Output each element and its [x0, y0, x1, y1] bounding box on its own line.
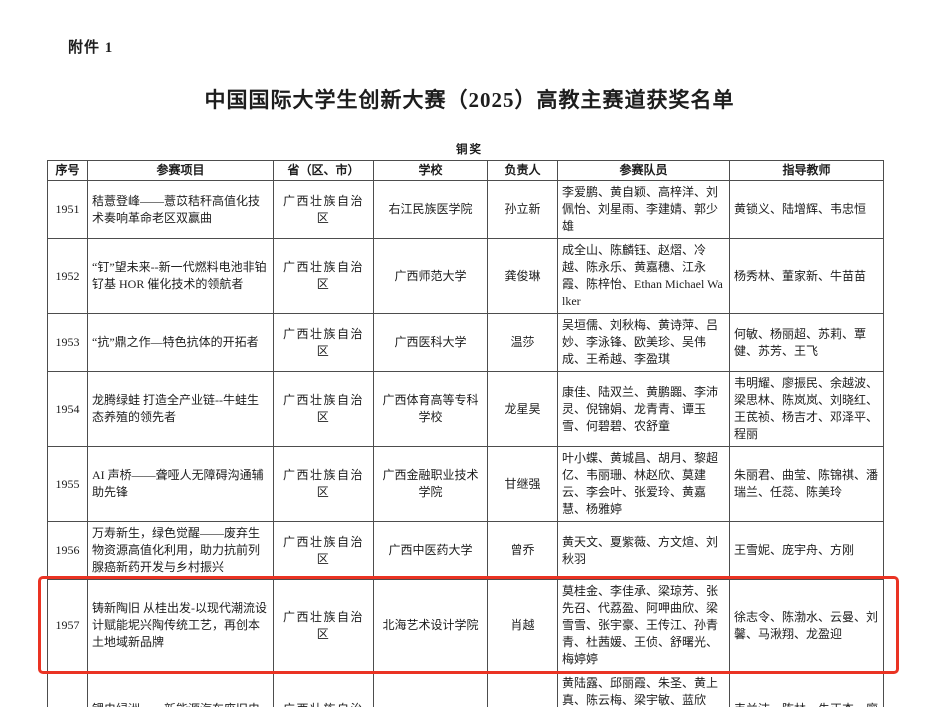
header-advisors: 指导教师: [729, 160, 884, 181]
row-team-members: 莫桂金、李佳承、梁琼芳、张先召、代荔盈、阿呷曲欣、梁雪雪、张宇豪、王传江、孙青青…: [557, 579, 730, 672]
row-school: 北海艺术设计学院: [373, 579, 488, 672]
row-leader: 龚俊琳: [487, 238, 558, 314]
row-advisors: 王雪妮、庞宇舟、方刚: [729, 521, 884, 580]
row-team-members: 李爱鹏、黄自颖、高梓洋、刘佩怡、刘星雨、李建婧、郭少雄: [557, 180, 730, 239]
row-team-members: 叶小蝶、黄城昌、胡月、黎超亿、韦丽珊、林赵欣、莫建云、李会叶、张爱玲、黄嘉慧、杨…: [557, 446, 730, 522]
row-province: 广西壮族自治区: [273, 671, 374, 707]
row-province: 广西壮族自治区: [273, 579, 374, 672]
table-row: 1953 “抗”鼎之作—特色抗体的开拓者 广西壮族自治区 广西医科大学 温莎 吴垣儒、刘秋…: [47, 313, 884, 372]
row-project-name: “抗”鼎之作—特色抗体的开拓者: [87, 313, 274, 372]
row-serial-number: 1955: [47, 446, 88, 522]
row-project-name: AI 声桥——聋哑人无障碍沟通辅助先锋: [87, 446, 274, 522]
row-leader: 肖越: [487, 579, 558, 672]
row-leader: 温莎: [487, 313, 558, 372]
row-province: 广西壮族自治区: [273, 238, 374, 314]
row-province: 广西壮族自治区: [273, 313, 374, 372]
row-leader: 管捷: [487, 671, 558, 707]
row-school: 广西师范大学: [373, 238, 488, 314]
row-leader: 孙立新: [487, 180, 558, 239]
row-province: 广西壮族自治区: [273, 521, 374, 580]
table-row: 1956 万寿新生，绿色觉醒——废弃生物资源高值化利用，助力抗前列腺癌新药开发与乡…: [47, 521, 884, 580]
row-project-name: “钉”望未来--新一代燃料电池非铂钌基 HOR 催化技术的领航者: [87, 238, 274, 314]
row-serial-number: 1958: [47, 671, 88, 707]
page-title: 中国国际大学生创新大赛（2025）高教主赛道获奖名单: [204, 88, 735, 112]
header-team-members: 参赛队员: [557, 160, 730, 181]
table-row: 1958锂电绿洲——新能源汽车废旧电池高效分解及资源再生生态系统广西壮族自治区百…: [47, 671, 884, 707]
row-team-members: 黄天文、夏紫薇、方文煊、刘秋羽: [557, 521, 730, 580]
row-team-members: 成全山、陈麟钰、赵熠、冷越、陈永乐、黄嘉穗、江永霞、陈梓怡、Ethan Mich…: [557, 238, 730, 314]
row-advisors: 韦明耀、廖振民、余越波、梁思林、陈岚岚、刘晓红、王茋祯、杨吉才、邓泽平、程丽: [729, 371, 884, 447]
table-row: 1951 秸薏登峰——薏苡秸秆高值化技术奏响革命老区双赢曲 广西壮族自治区 右江民族医…: [47, 180, 884, 239]
row-school: 右江民族医学院: [373, 180, 488, 239]
award-level-label: 铜奖: [456, 144, 483, 156]
table-row: 1954 龙腾绿蛙 打造全产业链--牛蛙生态养殖的领先者 广西壮族自治区 广西体育高等…: [47, 371, 884, 447]
row-advisors: 韦兰洁、陈林、朱正杰、廖英丽、梁洁: [729, 671, 884, 707]
row-province: 广西壮族自治区: [273, 446, 374, 522]
row-project-name: 万寿新生，绿色觉醒——废弃生物资源高值化利用，助力抗前列腺癌新药开发与乡村振兴: [87, 521, 274, 580]
header-serial-number: 序号: [47, 160, 88, 181]
row-school: 广西医科大学: [373, 313, 488, 372]
row-project-name: 锂电绿洲——新能源汽车废旧电池高效分解及资源再生生态系统: [87, 671, 274, 707]
row-serial-number: 1952: [47, 238, 88, 314]
row-serial-number: 1953: [47, 313, 88, 372]
header-project: 参赛项目: [87, 160, 274, 181]
header-school: 学校: [373, 160, 488, 181]
row-team-members: 康佳、陆双兰、黄鹏嚻、李沛灵、倪锦娟、龙青青、谭玉雪、何碧碧、农舒童: [557, 371, 730, 447]
table-row: 1957 铸新陶旧 从桂出发-以现代潮流设计赋能坭兴陶传统工艺，再创本土地域新品牌…: [47, 579, 884, 672]
row-project-name: 龙腾绿蛙 打造全产业链--牛蛙生态养殖的领先者: [87, 371, 274, 447]
row-advisors: 杨秀林、董家新、牛苗苗: [729, 238, 884, 314]
row-advisors: 黄锁义、陆增辉、韦忠恒: [729, 180, 884, 239]
row-advisors: 朱丽君、曲莹、陈锦祺、潘瑞兰、任蕊、陈美玲: [729, 446, 884, 522]
row-serial-number: 1951: [47, 180, 88, 239]
header-leader: 负责人: [487, 160, 558, 181]
row-leader: 甘继强: [487, 446, 558, 522]
row-project-name: 铸新陶旧 从桂出发-以现代潮流设计赋能坭兴陶传统工艺，再创本土地域新品牌: [87, 579, 274, 672]
row-school: 广西中医药大学: [373, 521, 488, 580]
row-advisors: 何敏、杨丽超、苏莉、覃健、苏芳、王飞: [729, 313, 884, 372]
header-province: 省（区、市）: [273, 160, 374, 181]
row-team-members: 吴垣儒、刘秋梅、黄诗萍、吕妙、李泳锋、欧美珍、吴伟成、王希越、李盈琪: [557, 313, 730, 372]
row-serial-number: 1956: [47, 521, 88, 580]
row-school: 百色学院: [373, 671, 488, 707]
award-table: 序号 参赛项目 省（区、市） 学校 负责人 参赛队员 指导教师 1951 秸薏登峰…: [47, 160, 884, 707]
row-serial-number: 1957: [47, 579, 88, 672]
row-leader: 曾乔: [487, 521, 558, 580]
table-row: 1952 “钉”望未来--新一代燃料电池非铂钌基 HOR 催化技术的领航者 广西壮族…: [47, 238, 884, 314]
row-province: 广西壮族自治区: [273, 371, 374, 447]
table-row: 1955 AI 声桥——聋哑人无障碍沟通辅助先锋 广西壮族自治区 广西金融职业技术学院…: [47, 446, 884, 522]
award-table-header: 序号 参赛项目 省（区、市） 学校 负责人 参赛队员 指导教师: [47, 160, 884, 181]
attachment-label: 附件 1: [68, 40, 114, 56]
row-team-members: 黄陆露、邱丽霞、朱圣、黄上真、陈云梅、梁宇敏、蓝欣怡、姚子秋、韦小奕、王柳艳、梁…: [557, 671, 730, 707]
row-serial-number: 1954: [47, 371, 88, 447]
row-advisors: 徐志令、陈渤水、云曼、刘馨、马湫翔、龙盈迎: [729, 579, 884, 672]
row-project-name: 秸薏登峰——薏苡秸秆高值化技术奏响革命老区双赢曲: [87, 180, 274, 239]
row-school: 广西体育高等专科学校: [373, 371, 488, 447]
row-province: 广西壮族自治区: [273, 180, 374, 239]
row-school: 广西金融职业技术学院: [373, 446, 488, 522]
award-table-body: 1951 秸薏登峰——薏苡秸秆高值化技术奏响革命老区双赢曲 广西壮族自治区 右江民族医…: [47, 180, 884, 707]
row-leader: 龙星昊: [487, 371, 558, 447]
